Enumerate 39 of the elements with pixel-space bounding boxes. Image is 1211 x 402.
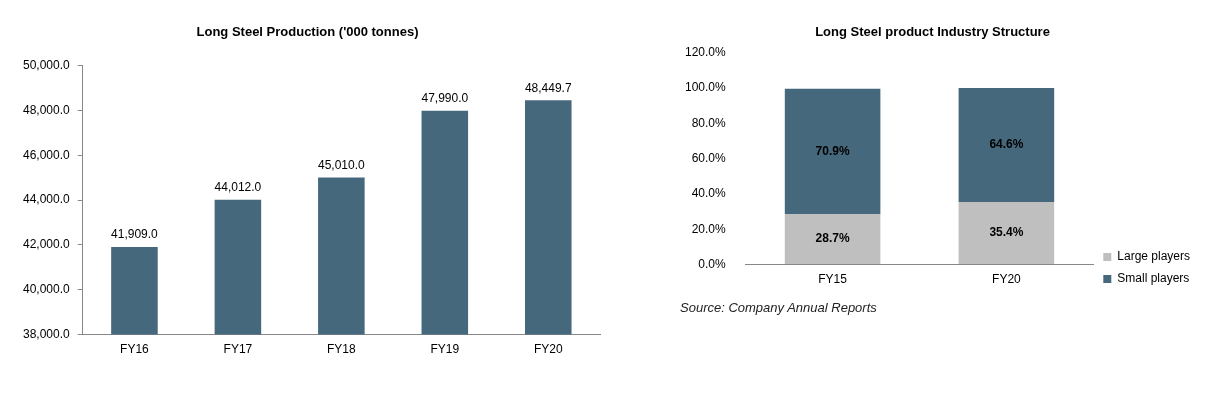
data-label: 64.6% — [989, 137, 1024, 152]
source-note: Source: Company Annual Reports — [680, 300, 877, 315]
y-tick-label: 48,000.0 — [22, 102, 71, 117]
bar — [784, 88, 881, 214]
y-tick-label: 20.0% — [691, 221, 727, 236]
y-tick-label: 46,000.0 — [22, 147, 71, 162]
x-tick-label: FY15 — [818, 272, 848, 287]
data-label: 44,012.0 — [214, 180, 262, 195]
x-tick-label: FY17 — [223, 342, 253, 357]
y-tick-label: 50,000.0 — [22, 57, 71, 72]
x-tick-label: FY19 — [430, 342, 460, 357]
legend-label: Large players — [1117, 249, 1191, 264]
y-tick-label: 100.0% — [685, 80, 727, 95]
bar — [958, 87, 1055, 203]
y-tick-label: 38,000.0 — [22, 326, 71, 341]
y-tick-label: 40,000.0 — [22, 282, 71, 297]
data-label: 41,909.0 — [111, 227, 159, 242]
data-label: 70.9% — [815, 143, 850, 158]
x-tick-label: FY20 — [533, 342, 563, 357]
chart-title: Long Steel Production ('000 tonnes) — [196, 24, 419, 40]
y-tick-label: 44,000.0 — [22, 192, 71, 207]
y-tick-label: 0.0% — [698, 256, 727, 271]
chart-title: Long Steel product Industry Structure — [815, 24, 1050, 40]
legend-label: Small players — [1117, 271, 1190, 286]
y-tick-label: 60.0% — [691, 150, 727, 165]
y-tick-label: 80.0% — [691, 115, 727, 130]
y-tick-label: 42,000.0 — [22, 237, 71, 252]
bar — [958, 202, 1055, 265]
data-label: 47,990.0 — [421, 90, 469, 105]
data-label: 48,449.7 — [524, 80, 572, 95]
data-label: 35.4% — [989, 225, 1024, 240]
data-label: 45,010.0 — [318, 157, 366, 172]
x-tick-label: FY16 — [120, 342, 150, 357]
x-tick-label: FY20 — [992, 272, 1022, 287]
y-tick-label: 120.0% — [685, 44, 727, 59]
bar — [784, 213, 881, 265]
data-label: 28.7% — [815, 231, 850, 246]
y-tick-label: 40.0% — [691, 186, 727, 201]
x-tick-label: FY18 — [327, 342, 357, 357]
